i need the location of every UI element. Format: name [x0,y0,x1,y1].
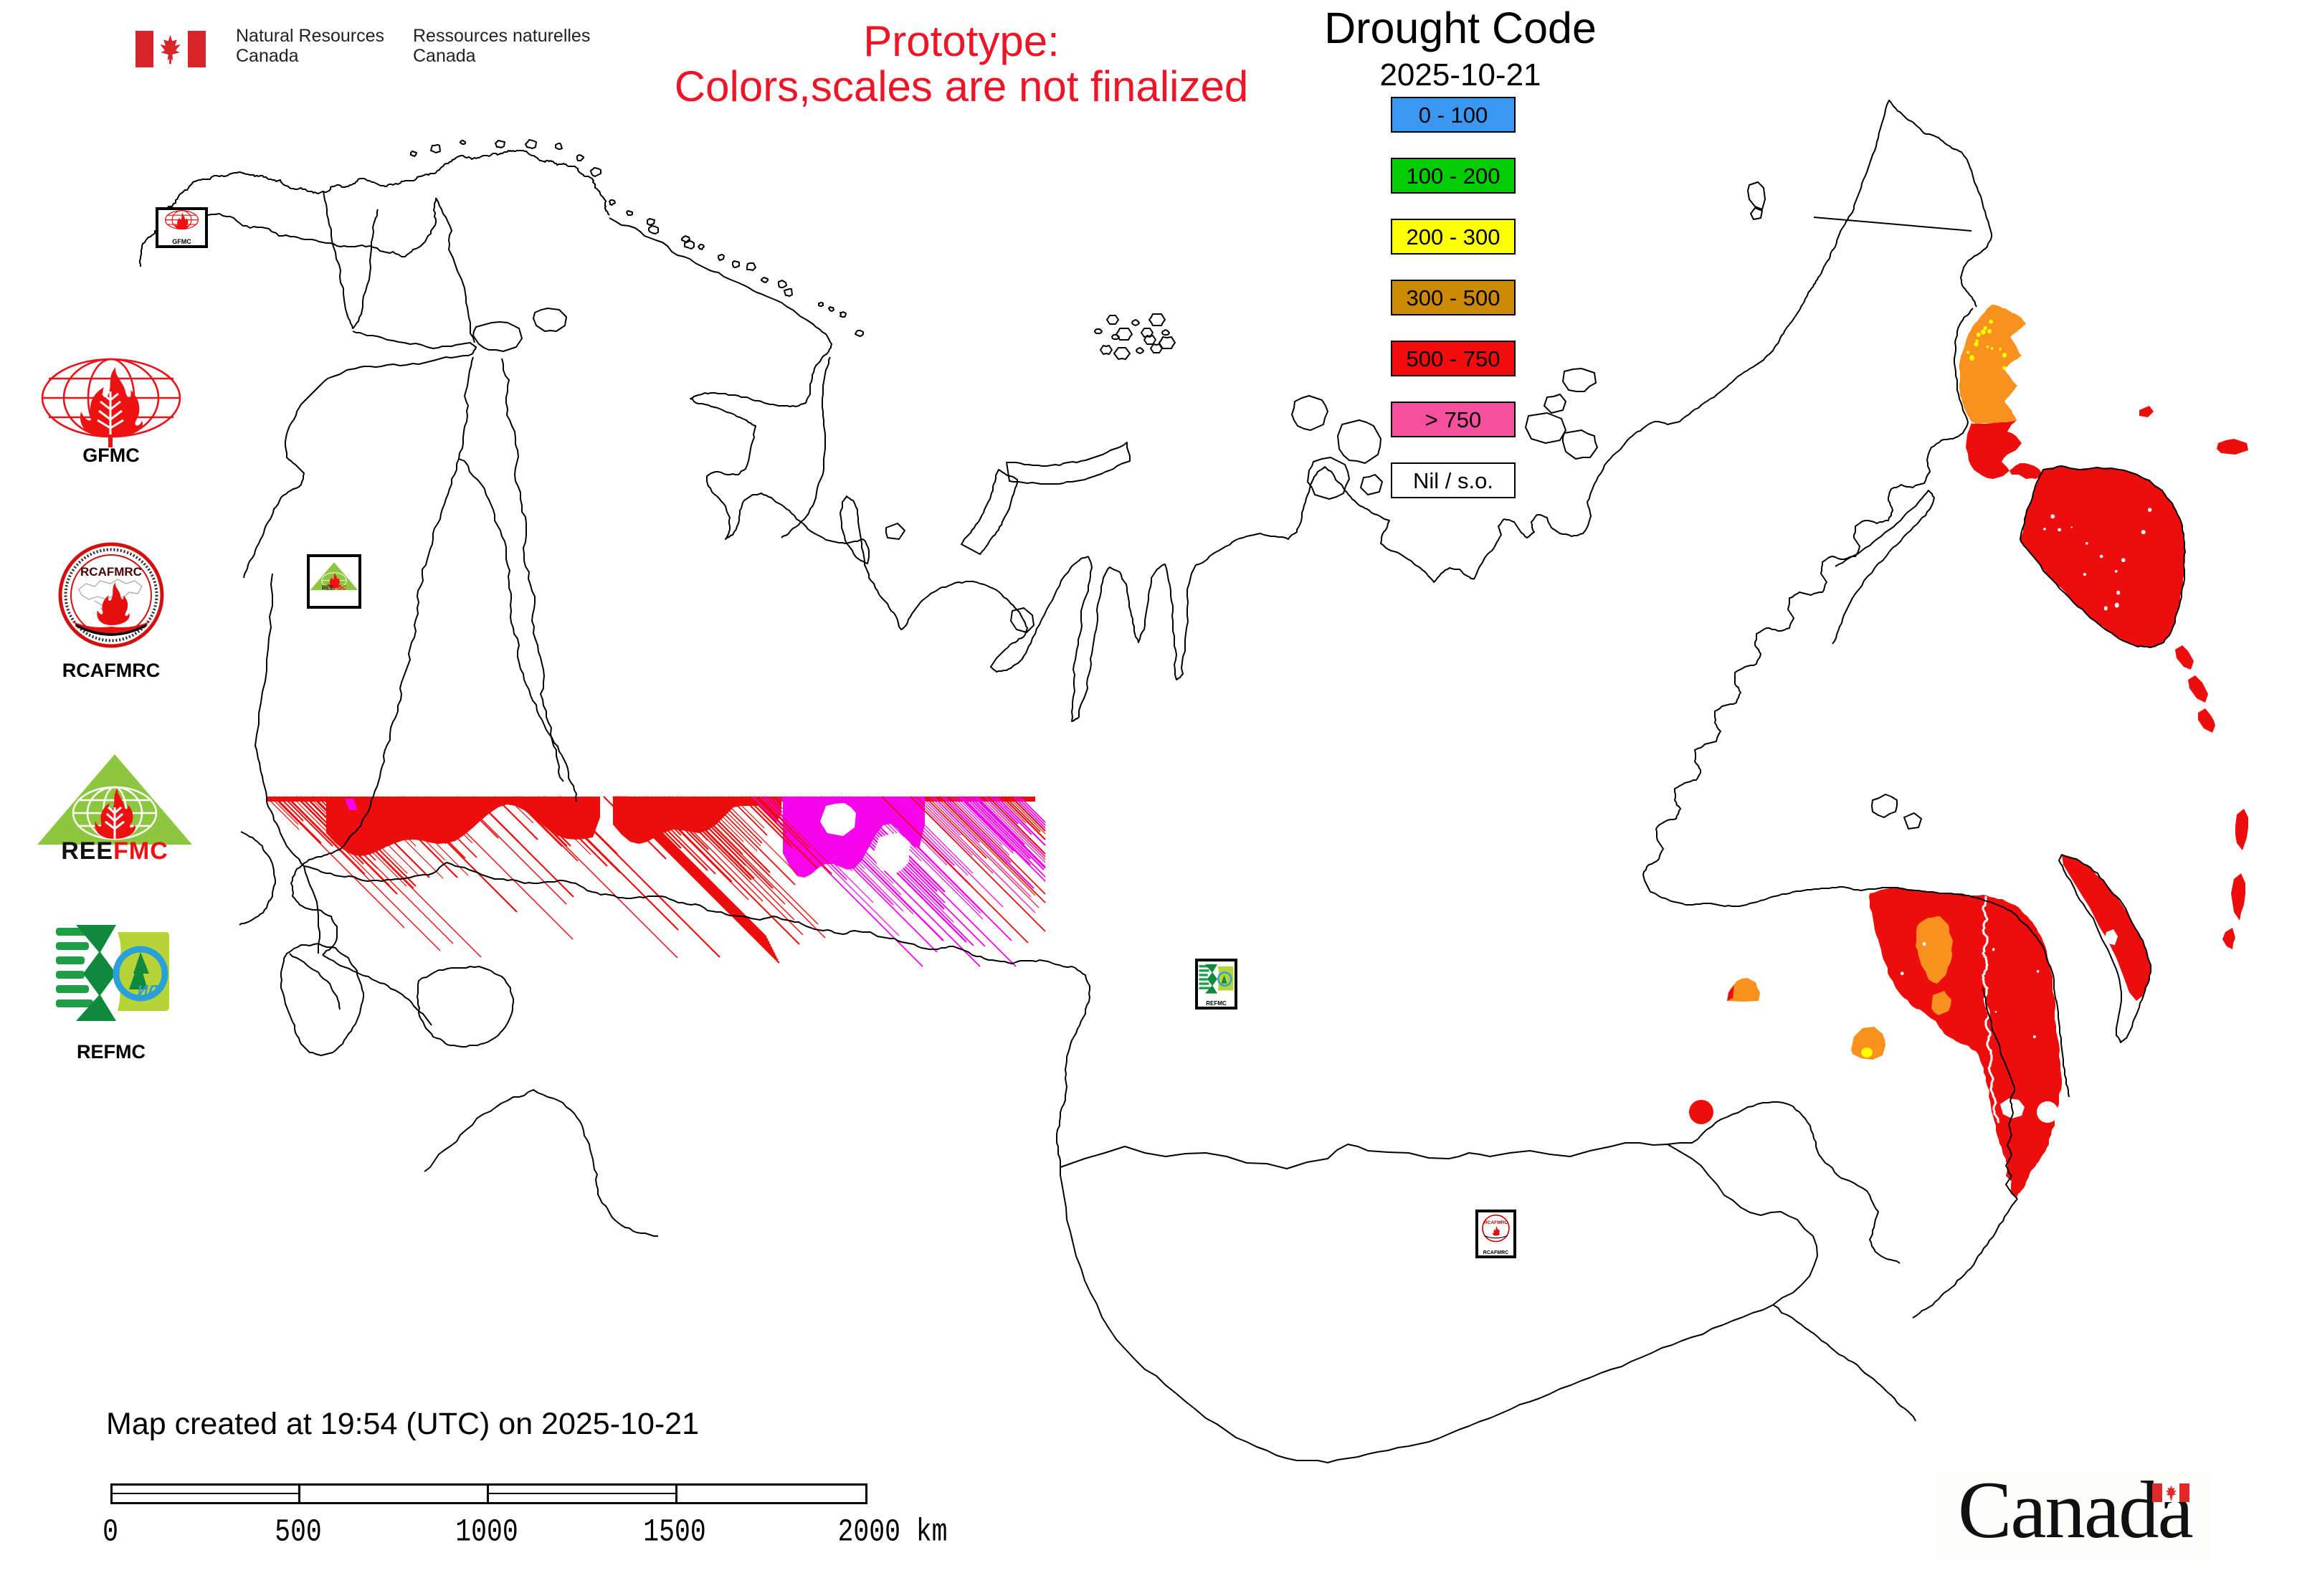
svg-text:RCAFMRC: RCAFMRC [1484,1220,1508,1225]
svg-text:RCAFMRC: RCAFMRC [80,565,142,579]
svg-text:ИЛ: ИЛ [138,983,158,999]
svg-text:REEFMC: REEFMC [322,585,346,592]
